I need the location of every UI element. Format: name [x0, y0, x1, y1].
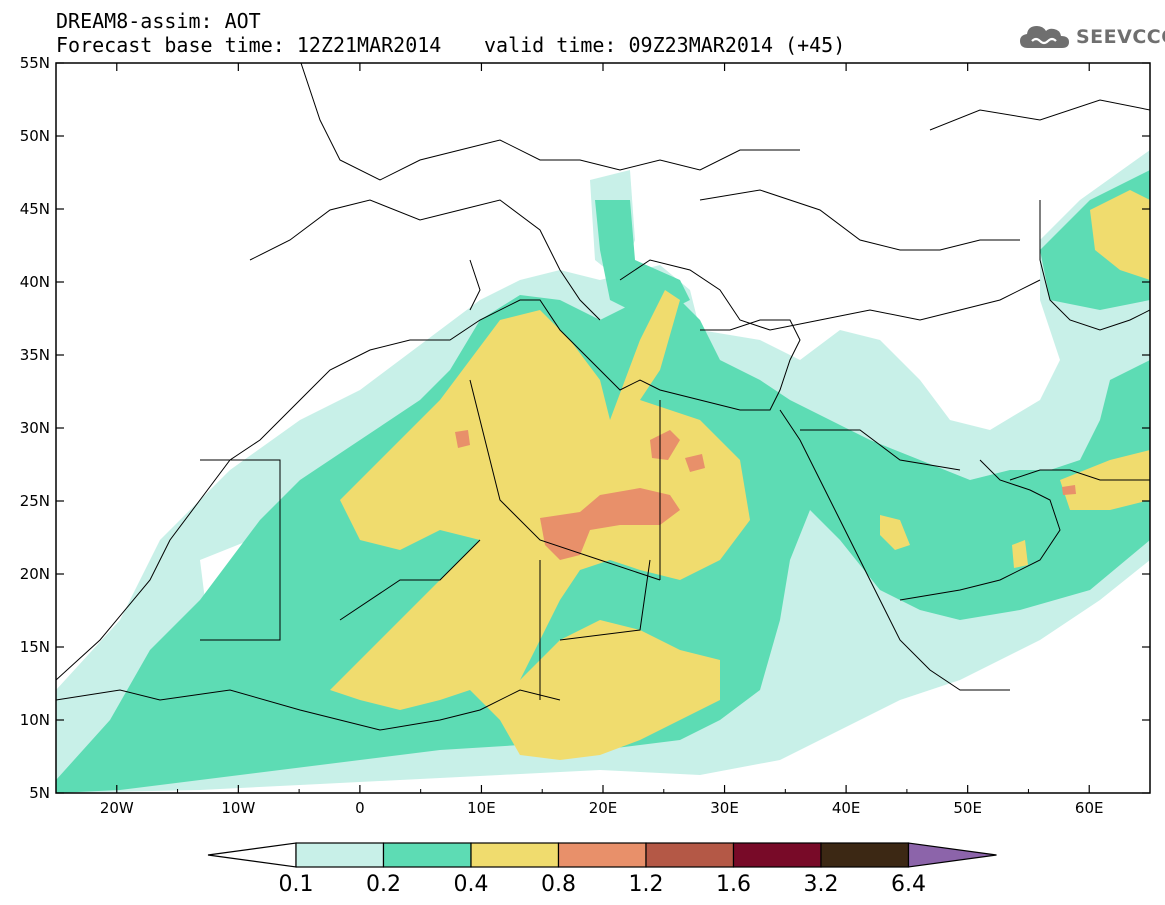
lat-label: 45N — [20, 200, 50, 218]
colorbar-label: 1.2 — [629, 872, 664, 897]
colorbar: 0.1 0.2 0.4 0.8 1.2 1.6 3.2 6.4 — [207, 842, 997, 897]
logo-text: SEEVCCC — [1076, 26, 1165, 48]
lon-axis: 20W 10W 0 10E 20E 30E 40E 50E 60E — [55, 63, 1151, 817]
aot-band-0-8 — [1062, 485, 1076, 495]
lon-label: 10W — [221, 799, 255, 817]
colorbar-segment — [557, 842, 647, 868]
lon-label: 50E — [953, 799, 982, 817]
lon-label: 20W — [100, 799, 134, 817]
aot-band-0-4 — [330, 290, 750, 760]
colorbar-label: 0.2 — [366, 872, 401, 897]
model-title: DREAM8-assim: AOT — [56, 9, 261, 33]
aot-band-0-8 — [540, 488, 680, 560]
lat-label: 20N — [20, 565, 50, 583]
lat-label: 25N — [20, 492, 50, 510]
cloud-icon — [1020, 26, 1069, 48]
colorbar-segment — [732, 842, 822, 868]
lon-label: 0 — [355, 799, 365, 817]
aot-band-0-2 — [595, 200, 690, 320]
lat-axis: 55N 50N 45N 40N 35N 30N 25N 20N 15N 10N 5N — [20, 54, 1150, 802]
colorbar-label: 0.8 — [541, 872, 576, 897]
colorbar-segment — [295, 842, 385, 868]
colorbar-over-arrow — [907, 842, 997, 868]
valid-time: valid time: 09Z23MAR2014 (+45) — [484, 33, 846, 57]
lat-label: 55N — [20, 54, 50, 72]
lat-label: 50N — [20, 127, 50, 145]
lat-label: 10N — [20, 711, 50, 729]
aot-band-0-4 — [880, 515, 910, 550]
aot-band-0-8 — [455, 430, 470, 448]
lat-label: 30N — [20, 419, 50, 437]
lat-label: 15N — [20, 638, 50, 656]
colorbar-segment — [382, 842, 472, 868]
lat-label: 40N — [20, 273, 50, 291]
aot-band-0-4 — [1090, 190, 1150, 280]
colorbar-label: 6.4 — [891, 872, 926, 897]
aot-band-0-8 — [685, 454, 705, 472]
lat-label: 5N — [29, 784, 50, 802]
forecast-base-time: Forecast base time: 12Z21MAR2014 — [56, 33, 442, 57]
seevccc-logo: SEEVCCC — [1018, 22, 1165, 52]
lat-label: 35N — [20, 346, 50, 364]
lon-label: 20E — [589, 799, 618, 817]
aot-band-0-4 — [1012, 540, 1028, 568]
colorbar-label: 1.6 — [716, 872, 751, 897]
coastlines — [56, 63, 1150, 731]
lon-label: 30E — [710, 799, 739, 817]
colorbar-segment — [645, 842, 735, 868]
colorbar-under-arrow — [207, 842, 297, 868]
lon-label: 10E — [467, 799, 496, 817]
lon-label: 60E — [1075, 799, 1104, 817]
lon-label: 40E — [832, 799, 861, 817]
colorbar-label: 0.4 — [454, 872, 489, 897]
aot-field — [56, 150, 1150, 793]
aot-band-0-8 — [650, 430, 680, 460]
colorbar-segment — [470, 842, 560, 868]
colorbar-label: 3.2 — [804, 872, 839, 897]
colorbar-segment — [820, 842, 910, 868]
colorbar-label: 0.1 — [279, 872, 314, 897]
